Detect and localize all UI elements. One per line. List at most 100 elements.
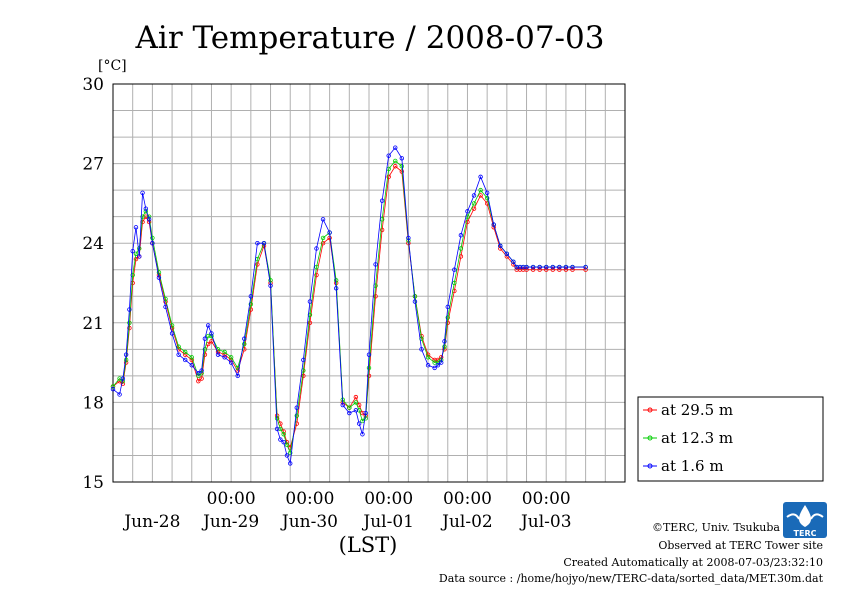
series-point [215,352,221,357]
series-point [583,267,588,272]
legend-items: at 29.5 m at 12.3 m at 1.6 m [643,401,733,475]
series-point [314,272,319,278]
series-point [393,145,398,150]
series-point [478,193,483,198]
legend-label: at 1.6 m [661,457,724,475]
series-point [150,240,155,246]
series-point [530,267,536,272]
series-point [563,264,569,270]
series-point [524,264,529,270]
series-point [284,453,290,458]
series-point [307,299,313,304]
series-point [570,264,575,270]
series-point [268,283,273,288]
series-point [301,357,306,363]
series-point [544,267,549,272]
series-point [123,352,129,357]
series-point [130,272,135,278]
series-point [544,264,549,270]
series-point [557,264,562,270]
series-point [353,400,359,405]
series-point [366,365,372,371]
series-point [465,209,470,214]
series-point [163,304,168,310]
series-point [484,190,490,195]
x-tick-labels: 00:00 00:00 00:00 00:00 00:00 Jun-28 Jun-29 Jun… [122,489,571,532]
series-point [110,386,116,392]
series-point [458,233,464,238]
series-point [327,230,332,235]
series-point [530,264,536,270]
series-point [133,251,139,257]
series-point [140,214,145,219]
series-point [379,227,385,233]
series-point [360,432,365,437]
series-point [228,360,234,365]
series-point [452,267,457,272]
series-point [353,408,359,413]
series-point [196,373,201,379]
series-point [228,355,234,360]
x-axis-label: (LST) [339,533,398,557]
series-point [248,302,254,307]
series-point [156,270,162,275]
series-point [242,336,247,341]
series-point [274,426,280,432]
x-tick-time: 00:00 [522,489,571,509]
series-point [537,267,542,272]
series-point [393,158,398,164]
credit-copyright: ©TERC, Univ. Tsukuba [652,521,780,534]
series-point [399,156,405,161]
series-point [498,243,503,249]
series-point [235,373,240,379]
series-point [248,294,254,299]
series-point [432,365,437,371]
series-point [120,376,126,381]
series-point [478,187,483,193]
series-point [242,341,247,347]
series-point [366,373,372,379]
series-point [458,246,464,251]
series-point [261,240,267,246]
series-point [189,355,194,360]
series-point [235,368,240,373]
series-point [570,267,575,272]
series-point [255,262,260,267]
series-point [140,190,145,195]
chart-title: Air Temperature / 2008-07-03 [135,20,605,56]
series-point [419,347,424,352]
x-tick-date: Jul-02 [440,512,493,532]
y-tick-labels: 15 18 21 24 27 30 [82,75,104,493]
logo-drop-icon [798,505,812,527]
series-point [465,219,470,225]
series-point [209,339,214,344]
series-point [314,264,319,270]
series-point [347,410,352,416]
series-point [288,450,293,456]
series-point [425,355,431,360]
series-point [209,331,214,336]
grid-lines [113,84,625,482]
series-point [445,304,450,310]
series-point [366,352,372,357]
series-point [504,251,510,257]
legend-marker [647,435,653,441]
series-point [205,323,211,328]
series-point [471,206,477,211]
series-point [222,355,227,360]
series-point [143,206,149,211]
y-tick-label: 21 [82,314,104,334]
series-point [255,240,260,246]
series-point [150,235,155,241]
series-point [294,413,299,418]
y-tick-label: 18 [82,393,104,413]
series-point [120,381,126,387]
series-point [452,280,457,286]
series-point [127,320,132,325]
series-point [439,360,444,365]
series-point [288,461,293,466]
series-point [524,267,529,272]
series-point [130,248,135,254]
series-point [435,363,441,368]
